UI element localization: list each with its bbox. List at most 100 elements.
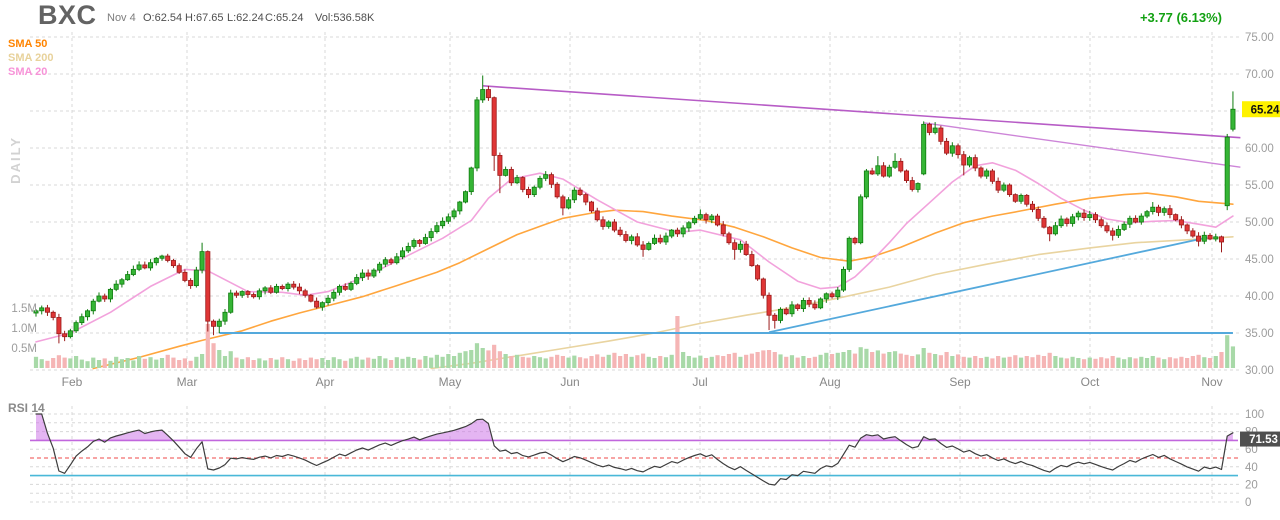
candle: [463, 190, 469, 204]
timeframe-label: DAILY: [8, 136, 23, 184]
candle-body: [1115, 228, 1121, 236]
candle: [1190, 228, 1196, 238]
volume-bar: [1064, 358, 1069, 368]
month-label: Apr: [316, 375, 335, 389]
volume-bar: [1150, 356, 1155, 368]
volume-bar: [904, 354, 909, 368]
volume-bar: [847, 350, 852, 368]
candle-body: [972, 157, 978, 169]
candle-body: [319, 302, 325, 308]
candle: [1018, 193, 1024, 204]
candle-body: [1144, 211, 1150, 217]
candle-body: [846, 237, 852, 270]
candle: [812, 300, 818, 310]
candle-body: [566, 199, 572, 209]
quote-date: Nov 4: [107, 12, 136, 24]
candle: [44, 304, 50, 316]
volume-tick-label: 0.5M: [11, 343, 37, 355]
candle: [148, 259, 154, 271]
candle-body: [554, 183, 560, 198]
candle: [800, 297, 806, 312]
candle-body: [875, 165, 881, 175]
candle: [348, 281, 354, 292]
candle-body: [720, 224, 726, 235]
volume-bar: [1076, 358, 1081, 368]
price-change-badge: +3.77 (6.13%): [1139, 10, 1222, 25]
candle-body: [955, 145, 961, 156]
candle: [274, 283, 280, 294]
candle: [749, 250, 755, 267]
volume-bar: [457, 352, 462, 368]
candle-body: [491, 97, 497, 156]
candle: [228, 289, 234, 314]
volume-bar: [171, 357, 176, 368]
volume-bar: [749, 353, 754, 368]
candle-body: [594, 210, 600, 221]
candle-body: [503, 169, 509, 176]
candle: [1133, 215, 1139, 224]
volume-bar: [182, 358, 188, 368]
candle-body: [967, 157, 973, 166]
volume-bar: [469, 350, 474, 368]
candle: [606, 220, 612, 229]
candle-body: [377, 263, 383, 271]
candle: [33, 309, 39, 317]
candle: [285, 282, 291, 292]
candle: [898, 158, 904, 173]
candle-body: [1190, 230, 1196, 237]
candle-body: [749, 254, 755, 267]
candle-body: [715, 215, 721, 226]
candle: [1213, 233, 1219, 242]
candle-body: [543, 174, 549, 179]
candle: [772, 313, 778, 329]
candle-body: [789, 304, 795, 315]
candle-body: [1029, 203, 1035, 210]
volume-bar: [812, 356, 817, 368]
candle-body: [285, 283, 291, 290]
volume-bar: [875, 350, 880, 368]
resistance-trendline-lower: [923, 122, 1241, 168]
candle-body: [1167, 208, 1173, 215]
candle-body: [130, 268, 136, 275]
candle-body: [359, 272, 365, 278]
candle-body: [485, 89, 491, 99]
candle: [1024, 193, 1030, 207]
candle-body: [262, 287, 268, 292]
ticker-symbol[interactable]: BXC: [38, 0, 97, 30]
candle: [1035, 206, 1041, 222]
volume-bar: [85, 361, 90, 368]
candle: [337, 284, 343, 296]
candle-body: [886, 166, 892, 177]
candle: [737, 240, 743, 253]
candle: [268, 285, 274, 295]
candle: [674, 227, 680, 237]
candle-body: [170, 260, 176, 267]
candle: [944, 137, 950, 156]
candle-body: [79, 316, 85, 324]
candle: [1224, 133, 1230, 211]
candle-body: [211, 320, 217, 327]
candle: [629, 234, 635, 245]
candle-body: [944, 140, 950, 154]
candle-body: [1075, 212, 1081, 218]
price-tick-label: 55.00: [1245, 180, 1274, 192]
candle: [1150, 202, 1156, 215]
candle: [445, 213, 451, 224]
candle-body: [938, 127, 944, 142]
volume-bar: [772, 352, 777, 368]
candle: [125, 270, 131, 281]
candle-body: [400, 250, 406, 258]
candle: [1081, 209, 1087, 221]
candle-body: [1173, 214, 1179, 221]
volume-bar: [526, 357, 531, 368]
volume-bar: [658, 356, 663, 368]
volume-bar: [142, 358, 147, 368]
candle-body: [457, 201, 463, 212]
volume-bar: [921, 348, 926, 368]
candle: [245, 290, 251, 298]
volume-bar: [1087, 357, 1092, 368]
rsi-tick-label: 40: [1245, 462, 1258, 474]
volume-bar: [136, 356, 142, 368]
volume-bar: [434, 354, 439, 368]
